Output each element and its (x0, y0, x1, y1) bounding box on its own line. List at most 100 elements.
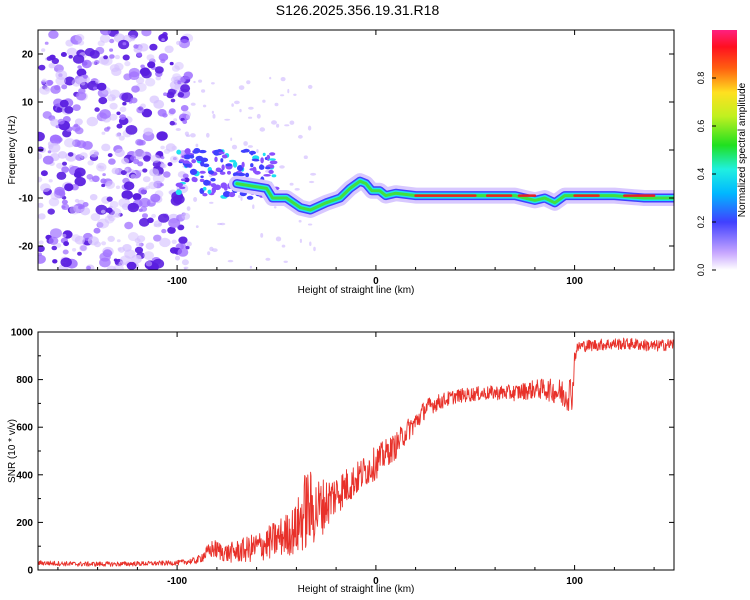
scatter-blob (307, 223, 313, 226)
scatter-blob (175, 255, 180, 261)
colorbar: 0.0 0.2 0.4 0.6 0.8 Normalized spectral ampl… (696, 30, 748, 276)
noise-blob (94, 107, 100, 112)
scatter-blob (206, 132, 210, 138)
noise-blob (157, 109, 167, 117)
noise-blob (38, 240, 44, 245)
x-tick-label: 100 (566, 276, 583, 287)
cluster-blob (228, 191, 236, 198)
noise-blob (99, 109, 111, 119)
noise-blob (69, 205, 81, 215)
noise-blob (131, 254, 142, 264)
noise-blob (123, 181, 135, 191)
scatter-blob (185, 114, 190, 120)
noise-blob (159, 163, 166, 168)
noise-blob (131, 85, 140, 93)
scatter-blob (209, 201, 214, 204)
noise-blob (150, 193, 161, 203)
noise-blob (161, 38, 165, 42)
cluster-blob (253, 159, 260, 162)
scatter-blob (293, 93, 297, 97)
noise-blob (173, 118, 178, 122)
scatter-blob (283, 260, 288, 263)
noise-blob (167, 162, 173, 167)
scatter-blob (289, 120, 295, 125)
noise-blob (60, 52, 67, 57)
scatter-blob (230, 137, 233, 141)
noise-blob (181, 259, 189, 266)
noise-blob (98, 97, 108, 105)
noise-blob (79, 152, 88, 160)
noise-blob (38, 254, 46, 264)
noise-blob (52, 259, 58, 264)
scatter-blob (231, 144, 238, 150)
cluster-blob (225, 163, 233, 167)
noise-blob (171, 239, 177, 244)
noise-blob (176, 40, 182, 46)
noise-blob (74, 118, 83, 126)
noise-blob (77, 65, 82, 70)
noise-blob (180, 84, 191, 93)
cluster-blob (200, 175, 204, 179)
noise-blob (64, 106, 74, 114)
noise-blob (100, 209, 106, 214)
cluster-blob (221, 164, 225, 171)
noise-blob (80, 207, 91, 216)
scatter-blob (249, 265, 252, 269)
noise-blob (59, 99, 69, 108)
noise-blob (169, 61, 174, 66)
cluster-blob (202, 163, 210, 168)
cluster-blob (259, 164, 264, 170)
noise-blob (67, 152, 74, 157)
y-tick-label: 0 (27, 566, 33, 577)
scatter-blob (262, 99, 266, 103)
cluster-blob (208, 170, 214, 175)
noise-blob (42, 155, 54, 165)
noise-blob (180, 243, 187, 249)
noise-blob (170, 76, 178, 83)
scatter-blob (186, 206, 191, 212)
noise-blob (60, 257, 72, 268)
noise-blob (145, 242, 155, 250)
noise-blob (178, 39, 190, 49)
cluster-blob (191, 176, 197, 182)
cluster-blob (183, 154, 191, 160)
noise-blob (142, 176, 151, 183)
cluster-blob (181, 155, 185, 158)
cluster-blob (229, 159, 236, 163)
noise-blob (54, 84, 61, 91)
scatter-blob (201, 89, 206, 93)
noise-blob (38, 202, 44, 208)
cluster-blob (219, 171, 226, 175)
noise-blob (165, 143, 176, 152)
noise-blob (103, 55, 108, 60)
noise-blob (64, 183, 74, 192)
cluster-blob (254, 170, 261, 175)
scatter-blob (310, 172, 317, 176)
noise-blob (81, 59, 92, 69)
noise-blob (106, 196, 113, 202)
scatter-blob (309, 241, 312, 247)
cluster-blob (175, 182, 183, 188)
x-tick-label: 0 (373, 576, 379, 587)
noise-blob (48, 236, 59, 245)
scatter-blob (308, 180, 315, 184)
noise-blob (63, 138, 76, 148)
noise-blob (143, 127, 153, 136)
snr-frame (37, 331, 675, 571)
noise-blob (171, 65, 180, 72)
scatter-blob (212, 113, 216, 119)
noise-blob (155, 75, 162, 81)
scatter-blob (239, 108, 242, 113)
noise-blob (109, 113, 118, 121)
noise-blob (53, 137, 59, 142)
cluster-blob (249, 168, 257, 171)
noise-blob (117, 247, 122, 251)
spectrogram-marks (38, 30, 674, 270)
noise-blob (100, 178, 107, 184)
cluster-blob (268, 169, 274, 174)
noise-blob (177, 247, 189, 257)
noise-blob (40, 170, 48, 177)
noise-blob (132, 158, 140, 165)
noise-blob (74, 198, 80, 203)
noise-blob (47, 79, 54, 86)
